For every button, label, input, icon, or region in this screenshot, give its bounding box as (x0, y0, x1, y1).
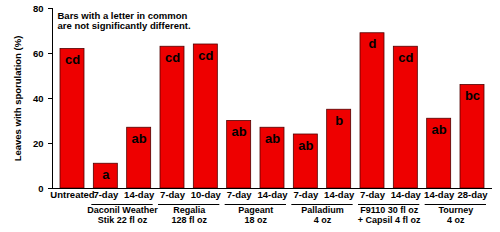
svg-text:60: 60 (33, 48, 44, 59)
svg-text:ab: ab (132, 131, 147, 146)
svg-text:bc: bc (465, 88, 480, 103)
svg-text:cd: cd (198, 48, 213, 63)
svg-text:7-day: 7-day (160, 189, 186, 200)
svg-text:ab: ab (298, 138, 313, 153)
svg-text:7-day: 7-day (293, 189, 319, 200)
svg-text:ab: ab (265, 131, 280, 146)
svg-text:28-day: 28-day (457, 189, 488, 200)
svg-text:Tourney4 oz: Tourney4 oz (438, 205, 473, 224)
svg-text:0: 0 (38, 183, 43, 194)
svg-text:Pageant18 oz: Pageant18 oz (238, 205, 273, 224)
svg-text:Bars with a letter in commonar: Bars with a letter in commonare not sign… (58, 10, 191, 31)
svg-text:b: b (335, 113, 343, 128)
svg-text:ab: ab (432, 122, 447, 137)
svg-text:Regalia128 fl oz: Regalia128 fl oz (171, 205, 207, 224)
svg-text:7-day: 7-day (360, 189, 386, 200)
svg-text:14-day: 14-day (324, 189, 355, 200)
svg-text:80: 80 (33, 3, 44, 14)
svg-text:14-day: 14-day (257, 189, 288, 200)
svg-text:Daconil WeatherStik 22 fl oz: Daconil WeatherStik 22 fl oz (87, 205, 158, 224)
svg-text:7-day: 7-day (93, 189, 119, 200)
svg-text:14-day: 14-day (124, 189, 155, 200)
svg-text:a: a (102, 167, 110, 182)
svg-text:ab: ab (232, 124, 247, 139)
svg-text:Leaves with sporulation (%): Leaves with sporulation (%) (12, 36, 23, 162)
svg-text:20: 20 (33, 138, 44, 149)
svg-text:40: 40 (33, 93, 44, 104)
svg-text:Palladium4 oz: Palladium4 oz (301, 205, 344, 224)
svg-text:14-day: 14-day (391, 189, 422, 200)
svg-text:cd: cd (65, 52, 80, 67)
svg-text:cd: cd (398, 50, 413, 65)
svg-text:10-day: 10-day (191, 189, 222, 200)
svg-text:cd: cd (165, 50, 180, 65)
svg-text:F9110 30 fl oz+ Capsil 4 fl oz: F9110 30 fl oz+ Capsil 4 fl oz (358, 205, 421, 224)
svg-text:Untreated: Untreated (50, 189, 95, 200)
svg-text:14-day: 14-day (424, 189, 455, 200)
svg-text:d: d (369, 36, 377, 51)
svg-text:7-day: 7-day (227, 189, 253, 200)
